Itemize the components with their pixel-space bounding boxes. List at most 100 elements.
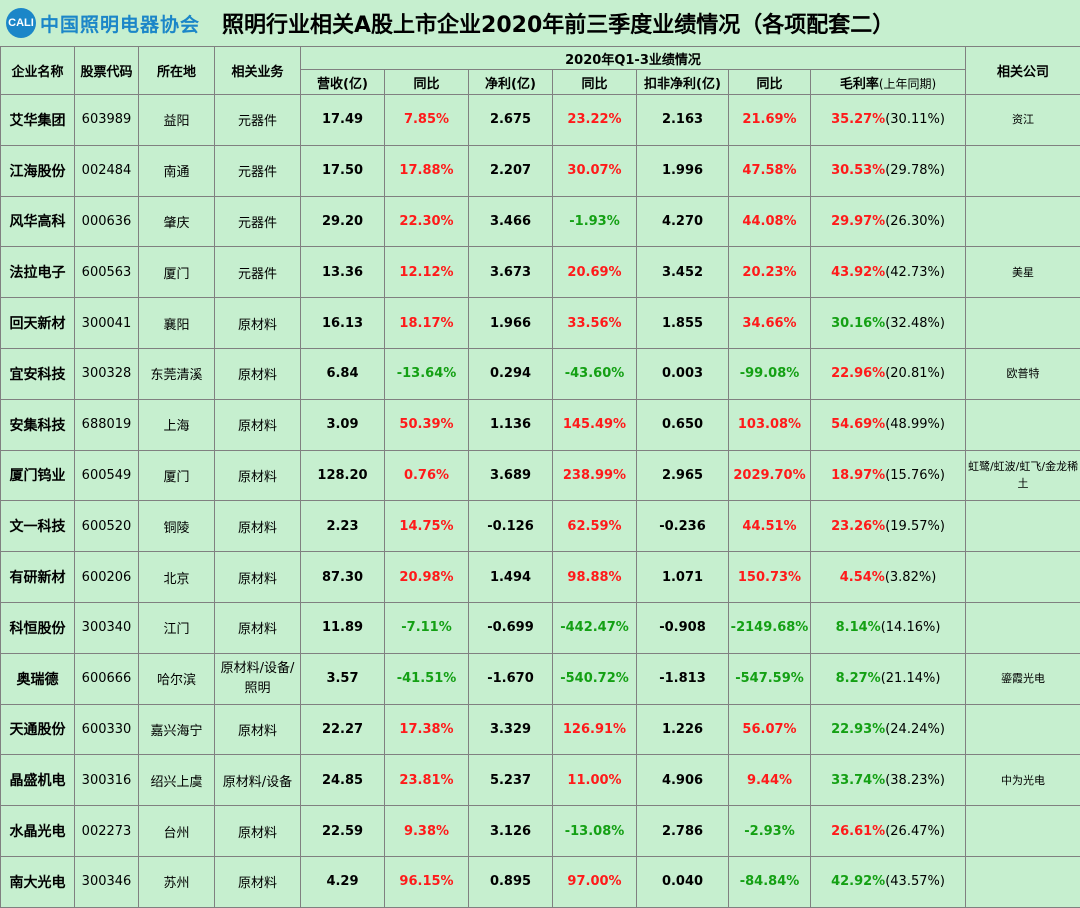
revenue: 22.59 — [301, 806, 385, 857]
location: 哈尔滨 — [139, 653, 215, 704]
business: 原材料/设备 — [215, 755, 301, 806]
revenue-yoy: 7.85% — [385, 95, 469, 146]
revenue: 3.09 — [301, 399, 385, 450]
gross-margin-current: 43.92% — [831, 265, 885, 280]
net-profit-yoy: 62.59% — [553, 501, 637, 552]
deducted-profit: 1.996 — [637, 145, 729, 196]
deducted-profit: 0.040 — [637, 856, 729, 907]
revenue: 4.29 — [301, 856, 385, 907]
net-profit-yoy: -1.93% — [553, 196, 637, 247]
related-company: 鎏霞光电 — [966, 653, 1080, 704]
deducted-profit-yoy: 21.69% — [729, 95, 811, 146]
deducted-profit: 0.003 — [637, 348, 729, 399]
net-profit: 1.494 — [469, 552, 553, 603]
gross-margin-current: 22.96% — [831, 366, 885, 381]
logo-mark-icon: CALI — [6, 8, 36, 38]
company-name: 南大光电 — [1, 856, 75, 907]
col-location: 所在地 — [139, 47, 215, 95]
net-profit: 3.126 — [469, 806, 553, 857]
gross-margin-previous: (26.30%) — [885, 214, 945, 229]
company-name: 厦门钨业 — [1, 450, 75, 501]
gross-margin: 43.92%(42.73%) — [811, 247, 966, 298]
stock-code: 300316 — [75, 755, 139, 806]
gross-margin: 4.54%(3.82%) — [811, 552, 966, 603]
location: 襄阳 — [139, 298, 215, 349]
related-company — [966, 298, 1080, 349]
company-name: 法拉电子 — [1, 247, 75, 298]
business: 原材料 — [215, 298, 301, 349]
deducted-profit-yoy: -2.93% — [729, 806, 811, 857]
company-name: 安集科技 — [1, 399, 75, 450]
related-company — [966, 196, 1080, 247]
location: 厦门 — [139, 247, 215, 298]
related-company — [966, 806, 1080, 857]
company-name: 科恒股份 — [1, 602, 75, 653]
net-profit-yoy: -540.72% — [553, 653, 637, 704]
revenue: 6.84 — [301, 348, 385, 399]
deducted-profit-yoy: 44.51% — [729, 501, 811, 552]
revenue: 128.20 — [301, 450, 385, 501]
location: 上海 — [139, 399, 215, 450]
gross-margin: 23.26%(19.57%) — [811, 501, 966, 552]
revenue: 22.27 — [301, 704, 385, 755]
col-code: 股票代码 — [75, 47, 139, 95]
col-yoy-profit: 同比 — [553, 70, 637, 95]
net-profit-yoy: 30.07% — [553, 145, 637, 196]
stock-code: 688019 — [75, 399, 139, 450]
gross-margin: 30.53%(29.78%) — [811, 145, 966, 196]
location: 嘉兴海宁 — [139, 704, 215, 755]
company-name: 有研新材 — [1, 552, 75, 603]
col-yoy-revenue: 同比 — [385, 70, 469, 95]
company-name: 风华高科 — [1, 196, 75, 247]
location: 肇庆 — [139, 196, 215, 247]
deducted-profit-yoy: -547.59% — [729, 653, 811, 704]
location: 台州 — [139, 806, 215, 857]
location: 铜陵 — [139, 501, 215, 552]
net-profit: 5.237 — [469, 755, 553, 806]
revenue-yoy: 20.98% — [385, 552, 469, 603]
related-company: 美星 — [966, 247, 1080, 298]
location: 绍兴上虞 — [139, 755, 215, 806]
revenue-yoy: -41.51% — [385, 653, 469, 704]
revenue-yoy: 17.38% — [385, 704, 469, 755]
related-company — [966, 145, 1080, 196]
gross-margin-current: 4.54% — [840, 570, 885, 585]
company-name: 水晶光电 — [1, 806, 75, 857]
gross-margin-current: 30.53% — [831, 163, 885, 178]
gross-margin: 8.14%(14.16%) — [811, 602, 966, 653]
related-company — [966, 501, 1080, 552]
revenue-yoy: 14.75% — [385, 501, 469, 552]
gross-margin-previous: (48.99%) — [885, 417, 945, 432]
revenue: 2.23 — [301, 501, 385, 552]
revenue-yoy: 17.88% — [385, 145, 469, 196]
gross-margin-current: 26.61% — [831, 824, 885, 839]
deducted-profit: -1.813 — [637, 653, 729, 704]
net-profit: -0.126 — [469, 501, 553, 552]
stock-code: 603989 — [75, 95, 139, 146]
net-profit: -0.699 — [469, 602, 553, 653]
related-company — [966, 704, 1080, 755]
business: 元器件 — [215, 247, 301, 298]
gross-margin-previous: (21.14%) — [881, 671, 941, 686]
deducted-profit: 1.855 — [637, 298, 729, 349]
gross-margin-current: 18.97% — [831, 468, 885, 483]
deducted-profit: -0.908 — [637, 602, 729, 653]
gross-margin-previous: (24.24%) — [885, 722, 945, 737]
related-company — [966, 602, 1080, 653]
gross-margin: 22.96%(20.81%) — [811, 348, 966, 399]
gross-margin: 35.27%(30.11%) — [811, 95, 966, 146]
revenue-yoy: -7.11% — [385, 602, 469, 653]
related-company: 欧普特 — [966, 348, 1080, 399]
related-company: 资江 — [966, 95, 1080, 146]
net-profit: 2.207 — [469, 145, 553, 196]
net-profit: 3.689 — [469, 450, 553, 501]
deducted-profit-yoy: 47.58% — [729, 145, 811, 196]
revenue-yoy: 18.17% — [385, 298, 469, 349]
net-profit-yoy: 98.88% — [553, 552, 637, 603]
net-profit: 1.966 — [469, 298, 553, 349]
revenue-yoy: -13.64% — [385, 348, 469, 399]
